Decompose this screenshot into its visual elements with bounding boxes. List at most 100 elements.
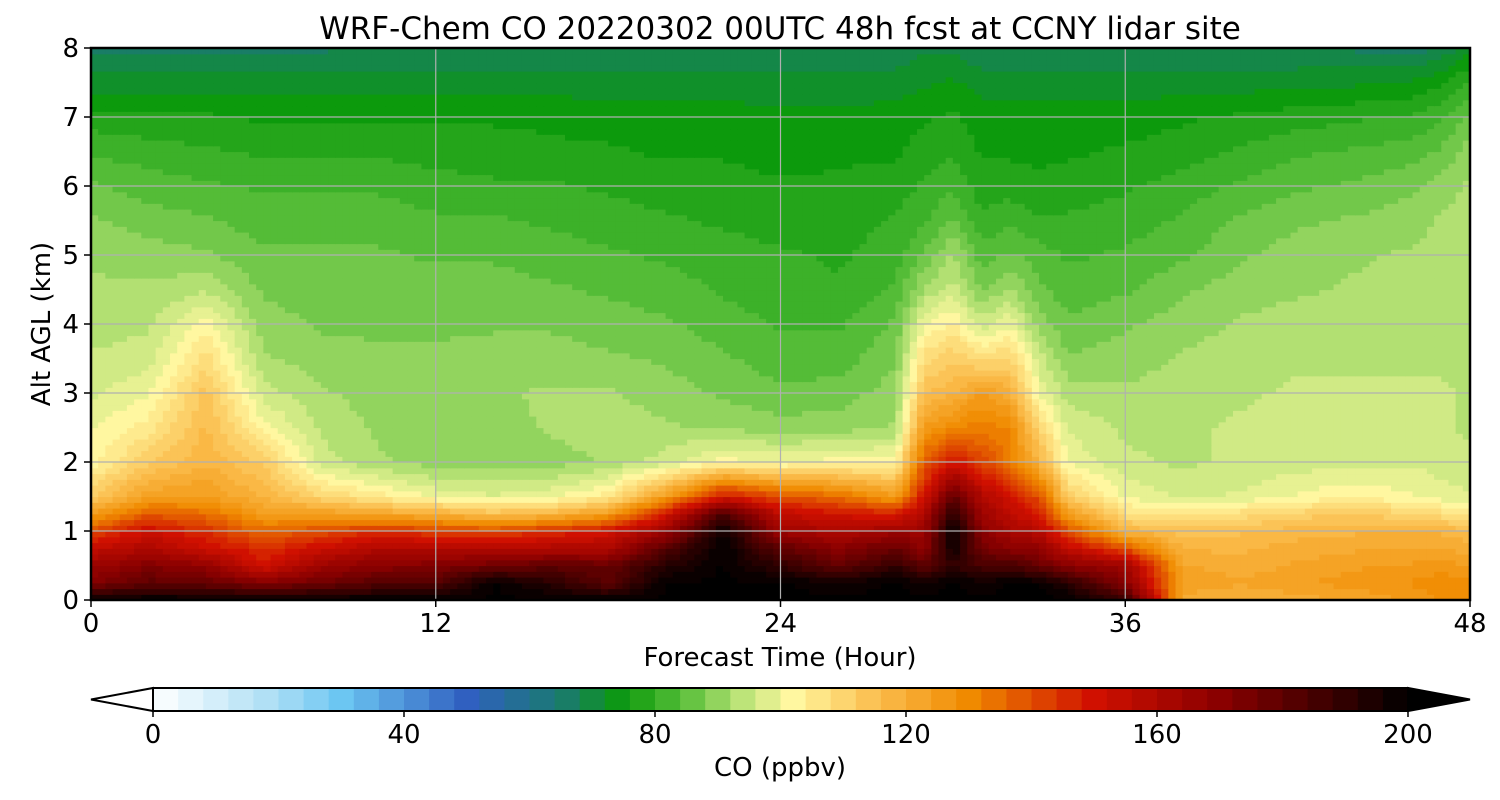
co-cell bbox=[1355, 531, 1363, 538]
co-cell bbox=[665, 548, 674, 555]
co-cell bbox=[1082, 559, 1090, 567]
co-cell bbox=[234, 594, 243, 601]
co-cell bbox=[349, 565, 358, 572]
co-cell bbox=[1125, 559, 1134, 567]
co-cell bbox=[809, 485, 818, 492]
co-cell bbox=[1441, 490, 1450, 498]
co-cell bbox=[586, 554, 595, 561]
co-cell bbox=[1103, 554, 1112, 561]
co-cell bbox=[751, 473, 760, 480]
co-cell bbox=[1268, 594, 1277, 601]
co-cell bbox=[328, 577, 336, 584]
co-cell bbox=[1211, 496, 1220, 503]
co-cell bbox=[1290, 467, 1299, 475]
co-cell bbox=[270, 588, 279, 595]
co-cell bbox=[371, 571, 379, 578]
co-cell bbox=[715, 513, 724, 521]
co-cell bbox=[1182, 582, 1191, 590]
co-cell bbox=[1326, 565, 1335, 572]
co-cell bbox=[256, 513, 264, 521]
co-cell bbox=[1268, 508, 1277, 515]
co-cell bbox=[1376, 536, 1385, 544]
co-cell bbox=[313, 473, 322, 480]
co-cell bbox=[407, 594, 415, 601]
co-cell bbox=[644, 594, 652, 601]
co-cell bbox=[787, 582, 796, 590]
co-cell bbox=[622, 450, 631, 457]
co-cell bbox=[529, 536, 537, 544]
co-cell bbox=[162, 554, 171, 561]
co-cell bbox=[521, 582, 530, 590]
co-cell bbox=[1376, 450, 1385, 457]
co-cell bbox=[1067, 554, 1076, 561]
co-cell bbox=[1053, 554, 1062, 561]
co-cell bbox=[1024, 467, 1033, 475]
co-cell bbox=[1448, 594, 1457, 601]
co-cell bbox=[866, 588, 875, 595]
co-cell bbox=[450, 536, 458, 544]
co-cell bbox=[644, 525, 652, 532]
co-cell bbox=[320, 508, 329, 515]
co-cell bbox=[852, 450, 861, 457]
co-cell bbox=[945, 531, 954, 538]
co-cell bbox=[708, 519, 717, 526]
co-cell bbox=[371, 485, 379, 492]
co-cell bbox=[1261, 467, 1270, 475]
co-cell bbox=[1398, 565, 1406, 572]
co-cell bbox=[1074, 565, 1083, 572]
co-cell bbox=[1304, 525, 1313, 532]
co-cell bbox=[859, 462, 868, 469]
co-cell bbox=[105, 531, 114, 538]
co-cell bbox=[1268, 467, 1277, 475]
co-cell bbox=[256, 479, 264, 486]
co-cell bbox=[802, 490, 810, 498]
co-cell bbox=[586, 485, 595, 492]
co-cell bbox=[220, 565, 229, 572]
co-cell bbox=[363, 571, 372, 578]
co-cell bbox=[191, 542, 200, 549]
co-cell bbox=[1039, 473, 1047, 480]
co-cell bbox=[902, 582, 911, 590]
co-cell bbox=[1175, 508, 1184, 515]
co-cell bbox=[881, 554, 889, 561]
co-cell bbox=[773, 467, 782, 475]
co-cell bbox=[170, 577, 178, 584]
co-cell bbox=[945, 571, 954, 578]
co-cell bbox=[1419, 485, 1428, 492]
co-cell bbox=[191, 467, 200, 475]
co-cell bbox=[823, 513, 832, 521]
co-cell bbox=[148, 519, 157, 526]
co-cell bbox=[1060, 496, 1069, 503]
co-cell bbox=[1455, 536, 1464, 544]
co-cell bbox=[457, 479, 466, 486]
co-cell bbox=[1074, 508, 1083, 515]
co-cell bbox=[1376, 577, 1385, 584]
co-cell bbox=[213, 588, 221, 595]
co-cell bbox=[435, 519, 444, 526]
co-cell bbox=[1412, 531, 1421, 538]
co-cell bbox=[787, 462, 796, 469]
co-cell bbox=[1340, 519, 1349, 526]
co-cell bbox=[249, 548, 257, 555]
co-cell bbox=[586, 450, 595, 457]
co-cell bbox=[1455, 467, 1464, 475]
co-cell bbox=[1283, 467, 1292, 475]
co-cell bbox=[909, 519, 918, 526]
co-cell bbox=[170, 473, 178, 480]
co-cell bbox=[780, 462, 789, 469]
co-cell bbox=[450, 554, 458, 561]
co-cell bbox=[134, 559, 142, 567]
co-cell bbox=[1031, 577, 1040, 584]
co-cell bbox=[1010, 450, 1019, 457]
co-cell bbox=[1046, 490, 1055, 498]
co-cell bbox=[802, 479, 810, 486]
co-cell bbox=[1218, 582, 1227, 590]
co-cell bbox=[356, 577, 365, 584]
co-cell bbox=[1333, 588, 1342, 595]
co-cell bbox=[1441, 588, 1450, 595]
co-cell bbox=[241, 479, 250, 486]
co-cell bbox=[1261, 577, 1270, 584]
co-cell bbox=[335, 531, 343, 538]
co-cell bbox=[543, 554, 552, 561]
co-cell bbox=[1326, 462, 1335, 469]
